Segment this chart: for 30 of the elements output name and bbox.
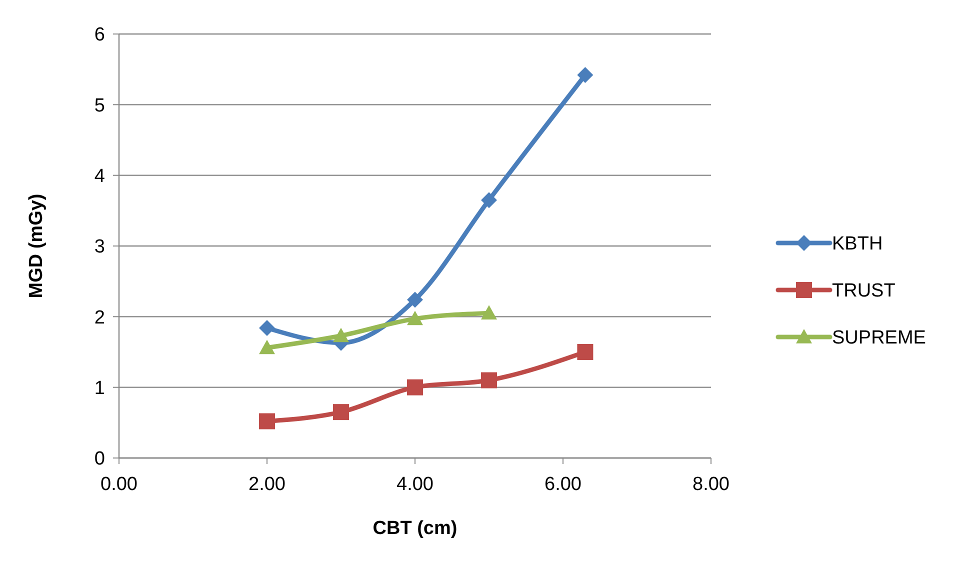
point — [259, 320, 275, 336]
point — [577, 66, 594, 83]
point — [577, 344, 594, 360]
y-tick-label: 6 — [94, 24, 105, 46]
y-axis-title: MGD (mGy) — [26, 194, 47, 298]
point — [407, 310, 423, 326]
point — [407, 379, 423, 396]
point — [333, 404, 349, 420]
x-tick-label: 2.00 — [248, 474, 286, 495]
y-tick-label: 3 — [94, 236, 105, 258]
legend-label: TRUST — [832, 280, 896, 302]
x-tick-label: 0.00 — [100, 474, 138, 495]
point — [259, 413, 275, 430]
x-tick-label: 4.00 — [396, 474, 434, 495]
y-tick-label: 5 — [94, 95, 105, 116]
point — [259, 340, 275, 354]
point — [407, 292, 423, 308]
y-tick-label: 1 — [94, 378, 105, 399]
point — [481, 192, 497, 208]
y-tick-label: 2 — [94, 307, 105, 328]
point — [481, 305, 497, 320]
x-axis-title: CBT (cm) — [372, 518, 458, 539]
legend-label: KBTH — [832, 234, 883, 255]
y-tick-label: 0 — [94, 448, 105, 470]
point — [333, 328, 349, 342]
point — [481, 372, 497, 388]
x-tick-label: 8.00 — [692, 474, 730, 495]
legend-label: SUPREME — [832, 328, 926, 349]
y-tick-label: 4 — [94, 166, 106, 187]
x-tick-label: 6.00 — [544, 474, 582, 495]
